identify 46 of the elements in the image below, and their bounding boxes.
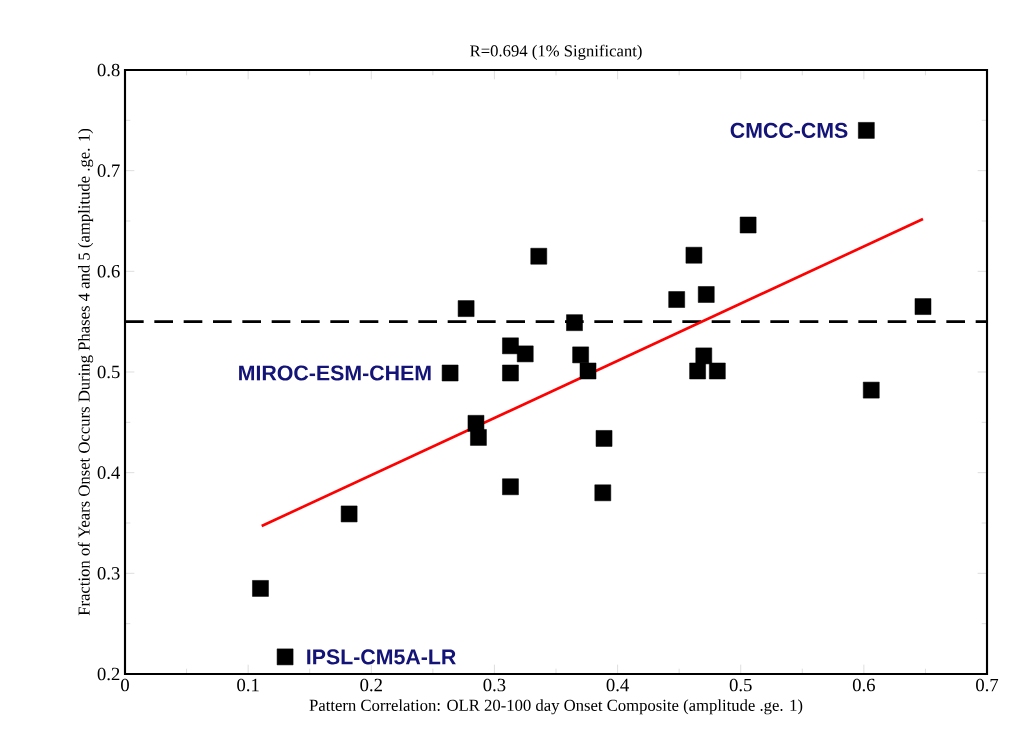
x-tick-label: 0.4 <box>606 678 629 692</box>
point <box>252 580 269 597</box>
y-tick-label: 0.2 <box>97 667 120 681</box>
y-tick-label: 0.4 <box>97 466 121 480</box>
point <box>566 314 583 331</box>
annotation: MIROC-ESM-CHEM <box>239 365 431 381</box>
point <box>516 345 534 363</box>
point <box>862 381 880 399</box>
point <box>685 246 703 264</box>
x-tick-label: 0.7 <box>976 678 999 692</box>
y-tick-label: 0.3 <box>97 566 120 580</box>
point <box>595 430 613 447</box>
x-tick-label: 0 <box>121 678 129 692</box>
point <box>709 362 726 380</box>
point <box>530 247 548 265</box>
x-tick-label: 0.1 <box>237 678 259 692</box>
point <box>276 648 294 666</box>
point <box>441 364 459 382</box>
y-tick-label: 0.8 <box>97 63 120 77</box>
point <box>579 362 597 380</box>
point <box>697 286 715 303</box>
chart-title: R=0.694 (1% Significant) <box>470 44 642 60</box>
point <box>470 429 487 446</box>
x-axis-title: Pattern Correlation: OLR 20-100 day Onset Composite (amplitude .ge. 1) <box>309 699 803 715</box>
point <box>689 362 706 380</box>
y-tick-label: 0.7 <box>97 164 120 178</box>
point <box>572 346 589 364</box>
annotation: CMCC-CMS <box>730 122 848 138</box>
x-tick-label: 0.2 <box>360 678 382 692</box>
point <box>668 291 685 308</box>
point <box>457 300 475 317</box>
x-tick-label: 0.3 <box>483 678 506 692</box>
point <box>502 364 519 382</box>
point <box>340 505 358 523</box>
point <box>914 298 932 315</box>
y-axis-title: Fraction of Years Onset Occurs During Phases 4 and 5 (amplitude .ge. 1) <box>77 128 94 616</box>
point <box>594 484 612 502</box>
x-tick-label: 0.5 <box>729 678 752 692</box>
x-tick-label: 0.6 <box>852 678 875 692</box>
point <box>502 337 519 355</box>
point <box>739 216 757 234</box>
point <box>858 122 875 139</box>
y-tick-label: 0.6 <box>97 264 120 278</box>
point <box>502 478 519 496</box>
annotation: IPSL-CM5A-LR <box>307 649 456 665</box>
y-tick-label: 0.5 <box>97 365 120 379</box>
